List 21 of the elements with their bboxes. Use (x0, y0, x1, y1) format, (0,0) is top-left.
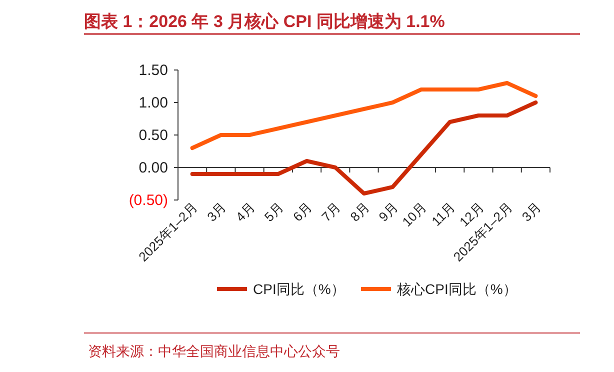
y-tick-label: 0.50 (138, 127, 168, 144)
y-tick-label: 0.00 (138, 160, 168, 176)
x-tick-label: 3月 (204, 200, 230, 224)
chart-title: 图表 1：2026 年 3 月核心 CPI 同比增速为 1.1% (84, 12, 445, 31)
line-series (190, 100, 538, 196)
x-tick-label: 5月 (261, 200, 286, 224)
x-tick-label: 10月 (399, 200, 430, 230)
x-tick-label: 7月 (318, 200, 344, 224)
legend-label: 核心CPI同比（%） (396, 281, 517, 297)
x-tick-label: 4月 (232, 200, 258, 224)
text: 资料来源：中华全国商业信息中心公众号 (88, 343, 340, 359)
x-tick-label: 11月 (428, 200, 458, 229)
x-tick-label: 8月 (347, 200, 372, 224)
y-tick-label: 1.50 (138, 62, 168, 79)
x-tick-label: 9月 (376, 200, 401, 224)
y-tick-label: (0.50) (128, 192, 168, 209)
x-tick-label: 3月 (518, 200, 544, 224)
x-tick-label: 6月 (290, 200, 315, 224)
legend-label: CPI同比（%） (253, 281, 345, 297)
line-series (190, 81, 538, 150)
y-tick-label: 1.00 (138, 94, 168, 112)
